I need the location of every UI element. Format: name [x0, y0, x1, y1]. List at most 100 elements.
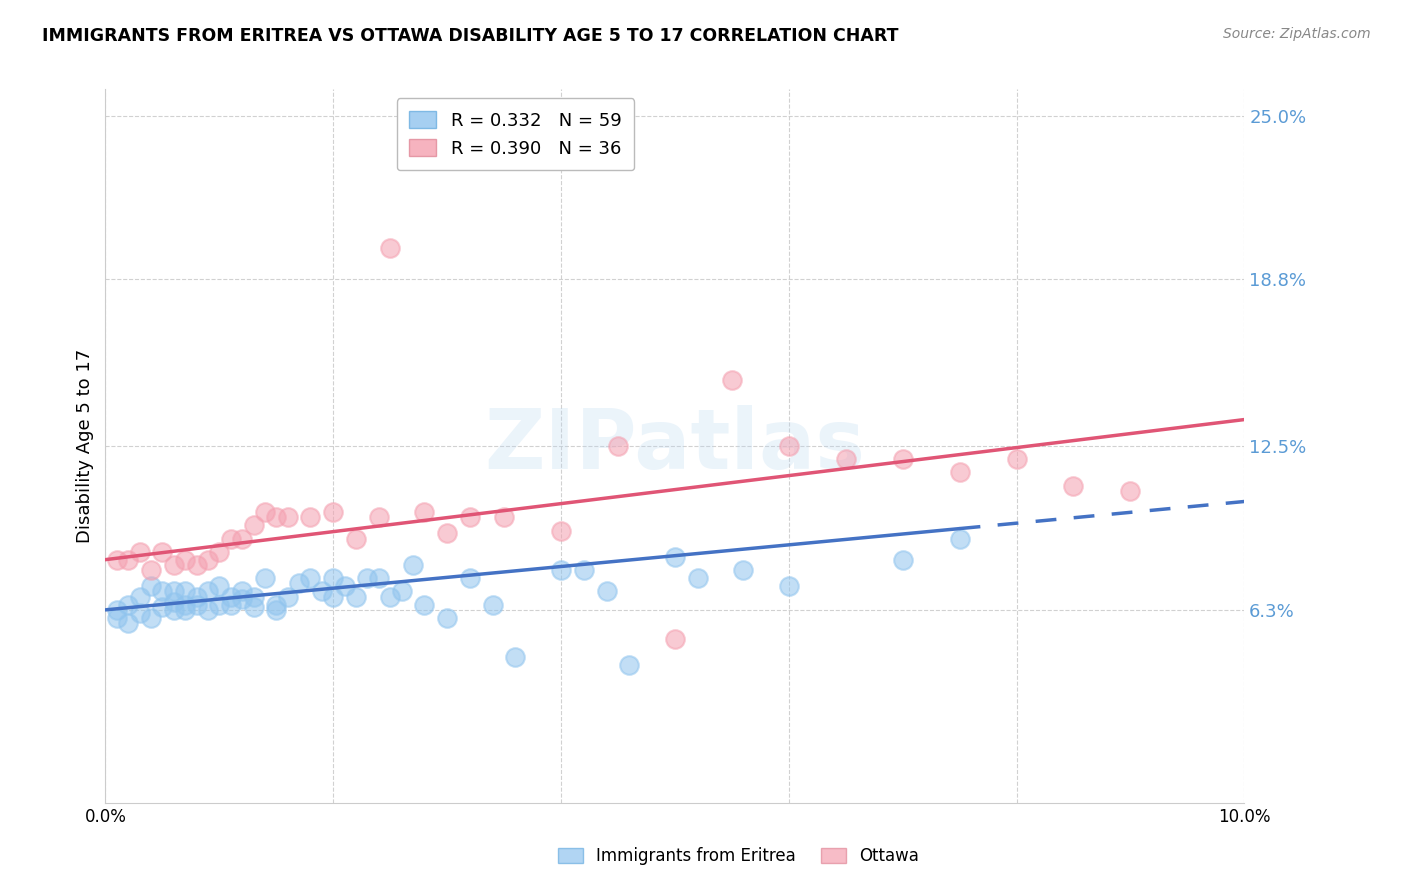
Point: [311, 584, 333, 599]
Legend: Immigrants from Eritrea, Ottawa: Immigrants from Eritrea, Ottawa: [551, 840, 925, 872]
Point: [413, 598, 436, 612]
Point: [197, 552, 219, 566]
Point: [378, 241, 402, 255]
Point: [664, 549, 686, 564]
Point: [344, 532, 367, 546]
Point: [835, 452, 858, 467]
Point: [391, 584, 413, 599]
Point: [1119, 483, 1142, 498]
Point: [163, 584, 186, 599]
Point: [174, 598, 197, 612]
Point: [277, 590, 299, 604]
Point: [231, 532, 253, 546]
Point: [505, 650, 527, 665]
Point: [436, 611, 458, 625]
Point: [733, 563, 755, 577]
Point: [402, 558, 425, 572]
Point: [219, 590, 242, 604]
Point: [186, 598, 208, 612]
Text: IMMIGRANTS FROM ERITREA VS OTTAWA DISABILITY AGE 5 TO 17 CORRELATION CHART: IMMIGRANTS FROM ERITREA VS OTTAWA DISABI…: [42, 27, 898, 45]
Point: [253, 505, 276, 519]
Point: [492, 510, 515, 524]
Point: [231, 584, 253, 599]
Point: [322, 505, 344, 519]
Point: [219, 532, 242, 546]
Point: [242, 518, 264, 533]
Point: [105, 552, 128, 566]
Point: [948, 466, 970, 480]
Point: [208, 579, 231, 593]
Point: [117, 616, 139, 631]
Point: [163, 603, 186, 617]
Point: [242, 590, 264, 604]
Point: [152, 545, 174, 559]
Text: ZIPatlas: ZIPatlas: [485, 406, 865, 486]
Point: [595, 584, 617, 599]
Point: [664, 632, 686, 646]
Point: [778, 579, 800, 593]
Point: [186, 590, 208, 604]
Point: [242, 600, 264, 615]
Point: [720, 373, 742, 387]
Point: [1063, 478, 1085, 492]
Point: [288, 576, 311, 591]
Point: [163, 558, 186, 572]
Point: [174, 552, 197, 566]
Point: [208, 598, 231, 612]
Text: Source: ZipAtlas.com: Source: ZipAtlas.com: [1223, 27, 1371, 41]
Point: [197, 584, 219, 599]
Point: [299, 510, 322, 524]
Point: [163, 595, 186, 609]
Point: [367, 510, 389, 524]
Point: [128, 590, 150, 604]
Point: [619, 658, 641, 673]
Point: [550, 524, 572, 538]
Point: [436, 526, 458, 541]
Point: [686, 571, 709, 585]
Point: [139, 579, 162, 593]
Point: [378, 590, 402, 604]
Point: [105, 603, 128, 617]
Point: [572, 563, 595, 577]
Point: [231, 592, 253, 607]
Point: [264, 598, 288, 612]
Point: [277, 510, 299, 524]
Point: [367, 571, 389, 585]
Point: [264, 603, 288, 617]
Point: [891, 552, 914, 566]
Point: [356, 571, 378, 585]
Point: [458, 510, 481, 524]
Point: [322, 590, 344, 604]
Point: [891, 452, 914, 467]
Point: [186, 558, 208, 572]
Point: [299, 571, 322, 585]
Point: [174, 603, 197, 617]
Point: [253, 571, 276, 585]
Point: [174, 584, 197, 599]
Y-axis label: Disability Age 5 to 17: Disability Age 5 to 17: [76, 349, 94, 543]
Legend: R = 0.332   N = 59, R = 0.390   N = 36: R = 0.332 N = 59, R = 0.390 N = 36: [396, 98, 634, 170]
Point: [117, 552, 139, 566]
Point: [208, 545, 231, 559]
Point: [333, 579, 356, 593]
Point: [264, 510, 288, 524]
Point: [139, 563, 162, 577]
Point: [458, 571, 481, 585]
Point: [344, 590, 367, 604]
Point: [128, 606, 150, 620]
Point: [105, 611, 128, 625]
Point: [550, 563, 572, 577]
Point: [152, 584, 174, 599]
Point: [607, 439, 630, 453]
Point: [197, 603, 219, 617]
Point: [322, 571, 344, 585]
Point: [413, 505, 436, 519]
Point: [152, 600, 174, 615]
Point: [219, 598, 242, 612]
Point: [948, 532, 970, 546]
Point: [1005, 452, 1028, 467]
Point: [481, 598, 503, 612]
Point: [117, 598, 139, 612]
Point: [139, 611, 162, 625]
Point: [778, 439, 800, 453]
